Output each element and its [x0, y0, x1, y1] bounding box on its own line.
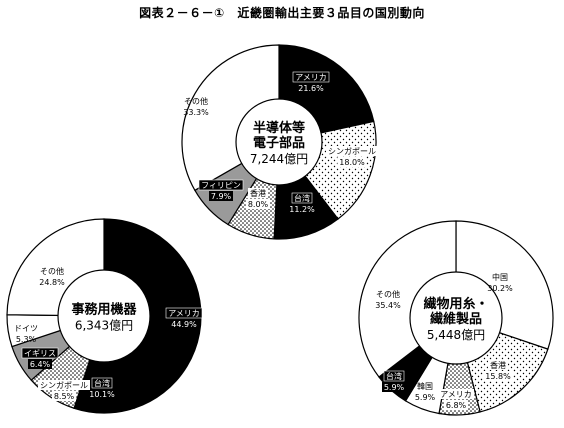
slice-label: シンガポール 18.0% [326, 146, 378, 167]
svg-text:その他: その他 [376, 289, 400, 299]
slice-label: その他 35.4% [375, 289, 401, 310]
slice-label: 中国 30.2% [487, 272, 513, 293]
pie-slice-5 [358, 220, 457, 378]
svg-text:21.6%: 21.6% [298, 84, 324, 93]
svg-text:8.0%: 8.0% [248, 200, 269, 209]
svg-text:その他: その他 [184, 96, 208, 106]
svg-text:11.2%: 11.2% [289, 205, 315, 214]
slice-label: 香港 15.8% [483, 360, 513, 381]
svg-text:香港: 香港 [490, 360, 506, 370]
pie-center-name: 半導体等 [253, 120, 305, 136]
svg-text:7.9%: 7.9% [211, 192, 232, 201]
pie-center-total: 5,448億円 [427, 328, 485, 342]
svg-text:シンガポール: シンガポール [328, 146, 376, 156]
svg-text:韓国: 韓国 [417, 381, 433, 391]
svg-text:44.9%: 44.9% [171, 320, 197, 329]
svg-text:香港: 香港 [250, 188, 266, 198]
pie-center [235, 98, 323, 186]
svg-text:アメリカ: アメリカ [440, 390, 472, 399]
pie-center [409, 271, 503, 365]
svg-text:アメリカ: アメリカ [295, 73, 327, 82]
svg-text:台湾: 台湾 [386, 371, 402, 381]
svg-text:18.0%: 18.0% [339, 158, 365, 167]
svg-text:5.3%: 5.3% [16, 335, 37, 344]
pie-center-name: 繊維製品 [430, 311, 482, 327]
slice-label: フィリピン 7.9% [198, 179, 244, 201]
svg-text:6.4%: 6.4% [30, 360, 51, 369]
slice-label: 香港 8.0% [246, 188, 270, 209]
svg-text:8.5%: 8.5% [54, 392, 75, 401]
slice-label: 台湾 10.1% [87, 377, 117, 399]
pie-center-name: 事務用機器 [71, 302, 137, 318]
slice-label: アメリカ 21.6% [292, 71, 330, 93]
slice-label: シンガポール 8.5% [38, 380, 90, 401]
pie-center [57, 269, 151, 363]
svg-text:24.8%: 24.8% [39, 278, 65, 287]
slice-label: 台湾 11.2% [287, 192, 317, 214]
svg-text:台湾: 台湾 [94, 378, 110, 388]
svg-text:35.4%: 35.4% [375, 301, 401, 310]
pie-slice-0 [103, 218, 202, 409]
slice-label: ドイツ 5.3% [14, 324, 38, 344]
svg-text:ドイツ: ドイツ [14, 324, 38, 333]
svg-text:30.2%: 30.2% [487, 284, 513, 293]
svg-text:アメリカ: アメリカ [168, 309, 200, 318]
svg-text:フィリピン: フィリピン [201, 181, 241, 190]
svg-text:15.8%: 15.8% [485, 372, 511, 381]
svg-text:シンガポール: シンガポール [40, 380, 88, 390]
svg-text:33.3%: 33.3% [183, 108, 209, 117]
pie-center-name: 繊物用糸・ [423, 296, 488, 312]
figure-title: 図表２－６－① 近畿圏輸出主要３品目の国別動向 [139, 6, 425, 20]
svg-text:5.9%: 5.9% [415, 393, 436, 402]
svg-text:5.9%: 5.9% [384, 383, 405, 392]
slice-label: 台湾 5.9% [382, 370, 406, 392]
svg-text:その他: その他 [40, 266, 64, 276]
slice-label: その他 33.3% [183, 96, 209, 117]
slice-label: 韓国 5.9% [415, 381, 436, 402]
pie-center-total: 6,343億円 [75, 319, 133, 333]
svg-text:中国: 中国 [492, 272, 508, 282]
slice-label: アメリカ 44.9% [165, 307, 203, 329]
pie-center-total: 7,244億円 [250, 152, 308, 166]
svg-text:10.1%: 10.1% [89, 390, 115, 399]
svg-text:6.8%: 6.8% [446, 401, 467, 410]
slice-label: イギリス 6.4% [21, 347, 59, 369]
svg-text:イギリス: イギリス [24, 349, 56, 358]
slice-label: その他 24.8% [39, 266, 65, 287]
slice-label: アメリカ 6.8% [438, 389, 474, 410]
svg-text:台湾: 台湾 [294, 193, 310, 203]
pie-center-name: 電子部品 [253, 135, 305, 151]
